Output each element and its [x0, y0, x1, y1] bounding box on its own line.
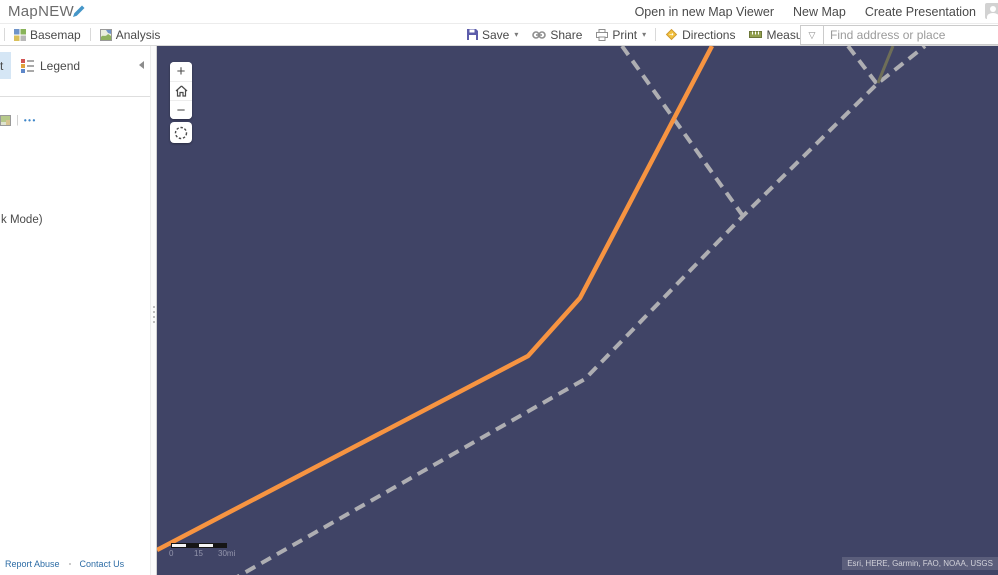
tab-legend-label: Legend	[40, 58, 81, 73]
home-button[interactable]	[170, 81, 192, 100]
left-panel: t Legend | ••• k Mode) Report Abuse Cont…	[0, 46, 150, 575]
route-dashed-main	[236, 46, 927, 575]
save-floppy-icon	[467, 29, 478, 40]
layer-label-fragment: k Mode)	[1, 214, 43, 226]
road-olive-segment	[876, 46, 895, 84]
panel-divider	[0, 96, 150, 97]
panel-collapse-arrow-icon[interactable]	[139, 61, 144, 69]
content-area: t Legend | ••• k Mode) Report Abuse Cont…	[0, 46, 998, 575]
layer-row: | •••	[0, 112, 37, 128]
save-button[interactable]: Save ▾	[460, 24, 525, 45]
map-canvas[interactable]: + − 0 15 30mi Esri, HERE, Garmin, FAO, N…	[157, 46, 998, 575]
layer-thumbnail-icon	[0, 114, 11, 126]
print-caret-icon: ▾	[642, 30, 647, 39]
tab-legend[interactable]: Legend	[17, 52, 84, 79]
pencil-icon	[73, 5, 85, 17]
layer-options-menu-button[interactable]: •••	[23, 115, 37, 125]
share-button[interactable]: Share	[525, 24, 589, 45]
search-input[interactable]	[824, 25, 998, 45]
route-orange	[157, 46, 714, 552]
locate-button[interactable]	[170, 122, 192, 143]
panel-footer: Report Abuse Contact Us	[5, 559, 124, 569]
search-dropdown-caret-icon: ▽	[808, 29, 816, 40]
scale-label-mid: 15	[194, 549, 203, 558]
report-abuse-link[interactable]: Report Abuse	[5, 559, 60, 569]
share-link-icon	[532, 30, 547, 39]
avatar-person-icon	[990, 6, 996, 12]
tab-content[interactable]: t	[0, 52, 11, 79]
zoom-in-button[interactable]: +	[170, 62, 192, 81]
scale-bar: 0 15 30mi	[169, 543, 241, 558]
app-header: MapNEW Open in new Map Viewer New Map Cr…	[0, 0, 998, 24]
save-caret-icon: ▾	[514, 30, 519, 39]
print-button[interactable]: Print ▾	[589, 24, 653, 45]
zoom-out-button[interactable]: −	[170, 100, 192, 119]
route-dashed-branch-right	[846, 46, 879, 86]
directions-button[interactable]: Directions	[658, 24, 742, 45]
home-icon	[175, 85, 187, 97]
scale-label-end: 30mi	[218, 549, 236, 558]
zoom-control: + −	[170, 62, 192, 119]
new-map-link[interactable]: New Map	[793, 5, 846, 19]
basemap-button[interactable]: Basemap	[7, 24, 88, 45]
measure-ruler-icon	[749, 31, 763, 38]
create-presentation-link[interactable]: Create Presentation	[864, 5, 976, 19]
map-attribution: Esri, HERE, Garmin, FAO, NOAA, USGS	[842, 557, 998, 570]
legend-icon	[21, 58, 34, 74]
locate-crosshair-icon	[174, 126, 188, 139]
panel-resize-handle[interactable]	[150, 46, 157, 575]
directions-diamond-icon	[665, 28, 678, 41]
analysis-map-icon	[99, 28, 112, 41]
scale-bar-segments	[171, 543, 227, 548]
analysis-button[interactable]: Analysis	[93, 24, 168, 45]
contact-us-link[interactable]: Contact Us	[79, 559, 125, 569]
search-group: ▽	[800, 25, 998, 45]
toolbar-left-group: Basemap Analysis	[2, 24, 167, 45]
resize-grip-icon	[153, 303, 155, 326]
print-icon	[596, 28, 609, 41]
map-routes-layer	[157, 46, 927, 575]
map-toolbar: Basemap Analysis Save ▾	[0, 24, 998, 46]
open-in-new-map-viewer-link[interactable]: Open in new Map Viewer	[634, 5, 775, 19]
basemap-grid-icon	[14, 28, 26, 41]
route-dashed-branch-left	[620, 46, 745, 218]
user-avatar[interactable]	[985, 3, 998, 19]
map-title: MapNEW	[8, 3, 74, 20]
header-links: Open in new Map Viewer New Map Create Pr…	[635, 0, 976, 24]
search-dropdown-button[interactable]: ▽	[800, 25, 824, 45]
edit-title-button[interactable]	[72, 4, 86, 18]
scale-label-start: 0	[169, 549, 174, 558]
